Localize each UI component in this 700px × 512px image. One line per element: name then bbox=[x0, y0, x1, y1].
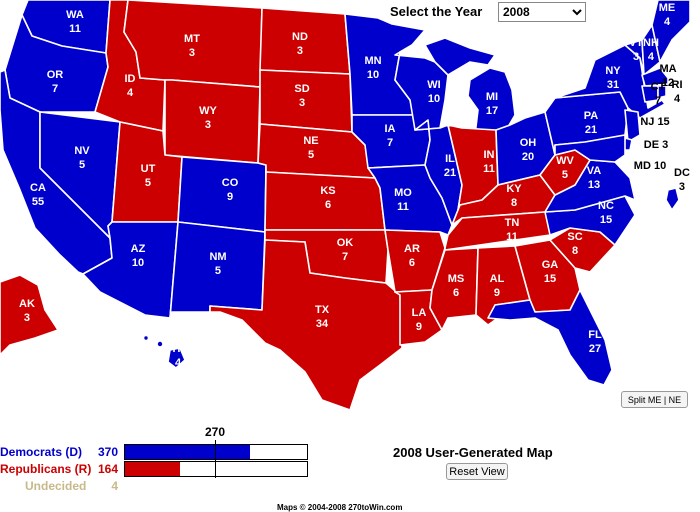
threshold-marker bbox=[215, 440, 216, 478]
state-md[interactable] bbox=[554, 134, 626, 163]
state-dc[interactable] bbox=[665, 187, 680, 211]
reset-view-button[interactable]: Reset View bbox=[446, 463, 508, 480]
split-me-ne-button[interactable]: Split ME | NE bbox=[621, 391, 688, 408]
state-ma[interactable] bbox=[641, 67, 669, 87]
state-hi[interactable] bbox=[167, 347, 186, 369]
state-sd[interactable] bbox=[259, 69, 353, 133]
state-ak[interactable] bbox=[0, 274, 59, 356]
us-electoral-map bbox=[0, 0, 691, 410]
map-title: 2008 User-Generated Map bbox=[393, 445, 553, 460]
republicans-votes: 164 bbox=[97, 462, 118, 476]
state-ct[interactable] bbox=[641, 85, 659, 103]
republicans-bar-fill bbox=[125, 462, 181, 476]
state-hi-island bbox=[156, 340, 164, 348]
state-nm[interactable] bbox=[169, 221, 266, 319]
state-wy[interactable] bbox=[164, 79, 261, 164]
state-mi-upper[interactable] bbox=[424, 37, 496, 76]
state-il[interactable] bbox=[414, 119, 463, 226]
copyright: Maps © 2004-2008 270toWin.com bbox=[277, 503, 403, 512]
state-tx[interactable] bbox=[209, 239, 403, 410]
year-select-label: Select the Year bbox=[390, 4, 483, 19]
state-ny[interactable] bbox=[554, 44, 666, 119]
state-mi[interactable] bbox=[467, 67, 516, 136]
republicans-label: Republicans (R) bbox=[0, 462, 92, 476]
undecided-votes: 4 bbox=[111, 479, 118, 493]
state-fl[interactable] bbox=[487, 289, 613, 386]
democrats-bar bbox=[124, 444, 308, 460]
state-mt[interactable] bbox=[123, 0, 263, 88]
state-nj[interactable] bbox=[624, 109, 641, 143]
state-ks[interactable] bbox=[264, 171, 386, 231]
state-me[interactable] bbox=[651, 0, 691, 63]
democrats-label: Democrats (D) bbox=[0, 445, 83, 459]
state-ri[interactable] bbox=[657, 85, 667, 99]
threshold-label: 270 bbox=[205, 425, 226, 439]
state-nd[interactable] bbox=[259, 7, 351, 75]
year-select[interactable]: 2008 bbox=[498, 2, 586, 22]
democrats-votes: 370 bbox=[97, 445, 118, 459]
republicans-bar bbox=[124, 461, 308, 477]
undecided-label: Undecided bbox=[25, 479, 87, 493]
state-hi-island bbox=[142, 334, 150, 342]
state-co[interactable] bbox=[177, 156, 267, 233]
democrats-bar-fill bbox=[125, 445, 251, 459]
